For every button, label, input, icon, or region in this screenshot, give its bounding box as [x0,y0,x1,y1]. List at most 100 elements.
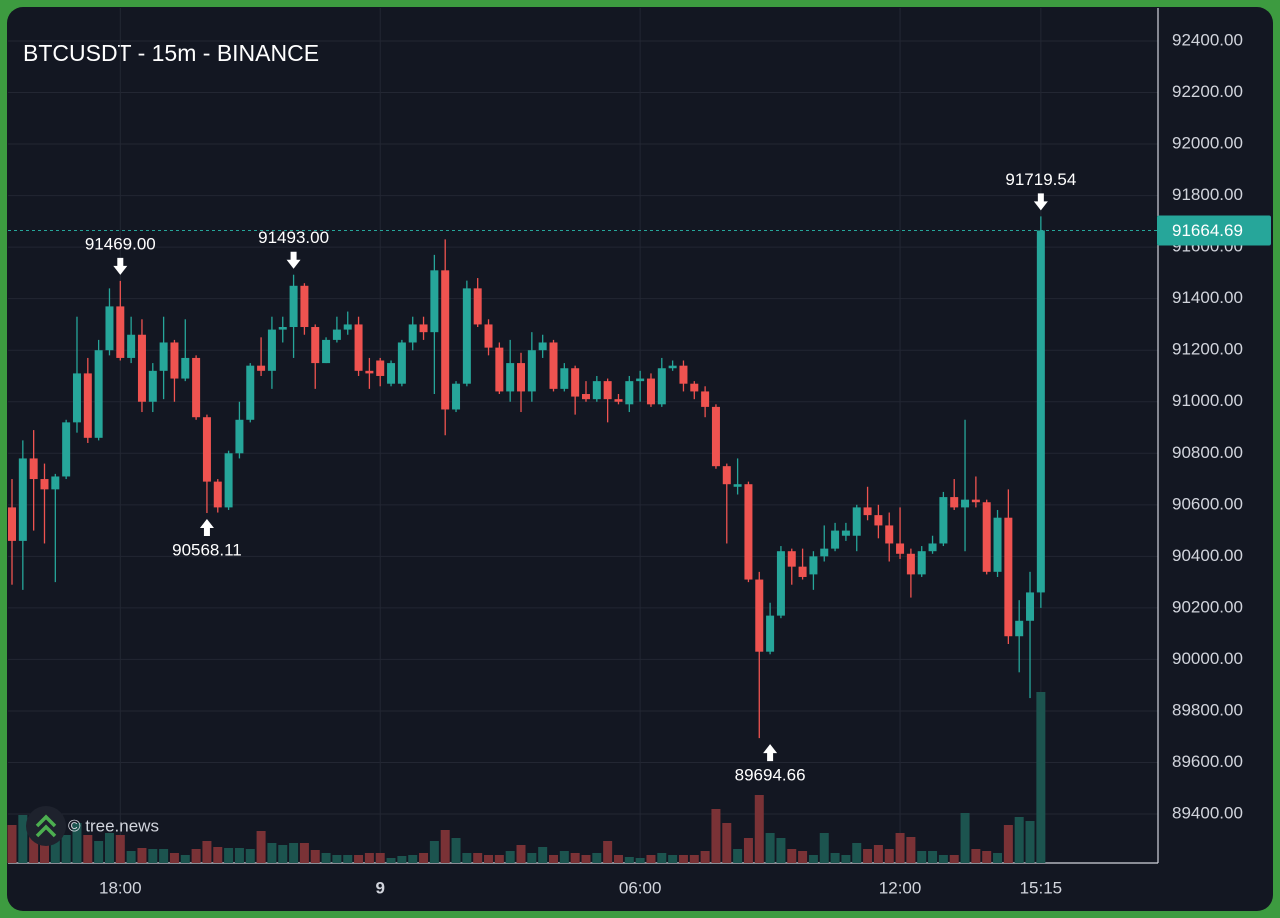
volume-bar [94,841,104,863]
y-tick-label: 91800.00 [1172,185,1243,204]
candle-body [72,373,81,423]
volume-bar [429,841,439,863]
candle-body [1004,517,1013,637]
volume-bar [559,851,569,863]
volume-bar [765,833,775,863]
candle-body [766,615,775,652]
volume-bar [657,853,667,863]
volume-bar [678,855,688,863]
candle-body [40,479,49,490]
volume-bar [7,825,17,863]
candle-body [51,476,60,490]
volume-bar [115,835,125,863]
candle-body [657,368,666,405]
candle-body [289,285,298,328]
volume-bar [722,823,732,863]
candle-body [733,484,742,487]
volume-bar [798,851,808,863]
volume-bar [310,850,320,863]
volume-bar [137,848,147,863]
candle-body [885,525,894,544]
candle-body [462,288,471,384]
candle-body [603,381,612,400]
candle-body [224,453,233,508]
candle-body [841,530,850,536]
x-tick-label: 12:00 [879,878,922,897]
candle-body [148,370,157,402]
volume-bar [668,855,678,863]
volume-bar [50,837,60,863]
volume-bar [419,853,429,863]
volume-bar [451,838,461,863]
volume-bar [484,855,494,863]
volume-bar [971,849,981,863]
y-tick-label: 92200.00 [1172,82,1243,101]
volume-bar [180,855,190,863]
candle-body [982,502,991,572]
candle-body [646,378,655,405]
volume-bar [224,848,234,863]
y-tick-label: 89600.00 [1172,752,1243,771]
candle-body [473,288,482,325]
x-tick-label: 18:00 [99,878,142,897]
candle-body [722,466,731,485]
candle-body [971,499,980,503]
chart-title: BTCUSDT - 15m - BINANCE [23,40,319,66]
candle-body [1026,592,1035,621]
volume-bar [624,857,634,863]
candle-body [322,339,331,364]
volume-bar [494,855,504,863]
volume-bar [321,853,331,863]
candle-body [397,342,406,384]
candle-body [517,363,526,392]
volume-bar [819,833,829,863]
volume-bar [527,853,537,863]
candle-body [614,399,623,402]
candle-body [181,357,190,379]
candle-body [419,324,428,333]
candle-body [993,517,1002,572]
volume-bar [126,851,136,863]
candle-body [170,342,179,379]
volume-bar [700,851,710,863]
volume-bar [397,856,407,863]
candle-body [527,350,536,392]
volume-bar [711,809,721,863]
candle-body [159,342,168,371]
volume-bar [505,851,515,863]
y-tick-label: 92400.00 [1172,30,1243,49]
candle-body [787,551,796,567]
candle-body [127,334,136,358]
candle-body [939,497,948,544]
y-tick-label: 90400.00 [1172,546,1243,565]
volume-bar [852,843,862,863]
candle-body [701,391,710,407]
volume-bar [256,831,266,863]
volume-bar [646,855,656,863]
candle-body [300,285,309,328]
candle-body [311,327,320,364]
volume-bar [148,849,158,863]
candle-body [354,324,363,371]
x-tick-label: 15:15 [1020,878,1063,897]
candle-body [1015,620,1024,637]
y-tick-label: 90000.00 [1172,649,1243,668]
annotation-arrow [763,744,778,762]
watermark-text: © tree.news [68,816,159,835]
candle-body [538,342,547,351]
candle-body [874,515,883,526]
candle-body [202,417,211,482]
candle-body [430,270,439,333]
y-tick-label: 89800.00 [1172,700,1243,719]
volume-bar [462,853,472,863]
volume-bar [72,823,82,863]
volume-bar [841,855,851,863]
y-tick-label: 92000.00 [1172,134,1243,153]
last-price-label: 91664.69 [1172,221,1243,240]
volume-bar [960,813,970,863]
volume-bar [29,833,39,863]
volume-bar [982,851,992,863]
annotation-arrow [1033,193,1048,211]
